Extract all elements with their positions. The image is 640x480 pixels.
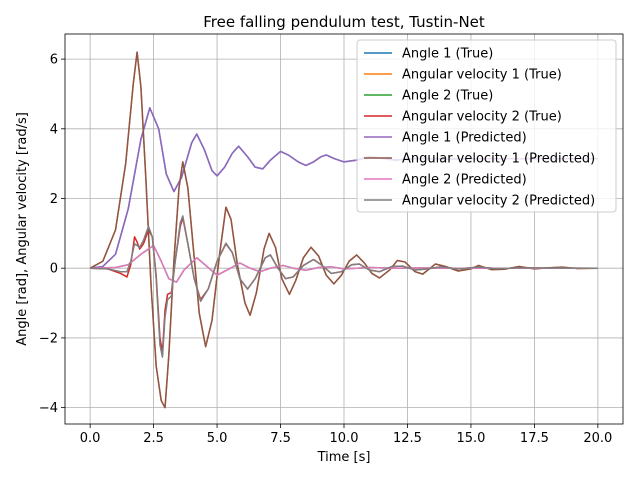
y-axis-label: Angle [rad], Angular velocity [rad/s] bbox=[15, 112, 30, 346]
x-tick-label: 10.0 bbox=[330, 431, 359, 446]
legend-label-5: Angle 1 (Predicted) bbox=[402, 131, 527, 146]
legend-label-8: Angular velocity 2 (Predicted) bbox=[402, 194, 595, 209]
legend-label-4: Angular velocity 2 (True) bbox=[402, 110, 562, 125]
x-tick-label: 12.5 bbox=[393, 431, 422, 446]
x-tick-label: 17.5 bbox=[520, 431, 549, 446]
y-tick-label: 2 bbox=[50, 192, 58, 207]
series-line-6 bbox=[89, 51, 598, 409]
x-tick-label: 0.0 bbox=[80, 431, 101, 446]
x-tick-label: 7.5 bbox=[270, 431, 291, 446]
legend-label-2: Angular velocity 1 (True) bbox=[402, 68, 562, 83]
series-line-8 bbox=[90, 215, 598, 358]
legend: Angle 1 (True) Angular velocity 1 (True) A… bbox=[356, 39, 617, 213]
x-tick-label: 15.0 bbox=[456, 431, 485, 446]
axis-ticks: 0.0 2.5 5.0 7.5 10.0 12.5 15.0 17.5 20.0 −4 −2 0 2 4 6 bbox=[39, 53, 613, 446]
y-tick-label: 4 bbox=[50, 122, 58, 137]
y-tick-label: 0 bbox=[50, 262, 58, 277]
y-tick-label: −2 bbox=[39, 331, 58, 346]
x-tick-label: 2.5 bbox=[143, 431, 164, 446]
x-axis-label: Time [s] bbox=[317, 450, 371, 465]
legend-box bbox=[356, 39, 617, 213]
legend-label-3: Angle 2 (True) bbox=[402, 89, 493, 104]
x-tick-label: 5.0 bbox=[207, 431, 228, 446]
legend-label-6: Angular velocity 1 (Predicted) bbox=[402, 152, 595, 167]
plot-area bbox=[89, 51, 598, 409]
legend-label-1: Angle 1 (True) bbox=[402, 47, 493, 62]
y-tick-label: 6 bbox=[50, 53, 58, 68]
series-line-7 bbox=[90, 244, 598, 283]
x-tick-label: 20.0 bbox=[583, 431, 612, 446]
legend-label-7: Angle 2 (Predicted) bbox=[402, 173, 527, 188]
chart-title: Free falling pendulum test, Tustin-Net bbox=[203, 13, 485, 31]
y-tick-label: −4 bbox=[39, 401, 58, 416]
